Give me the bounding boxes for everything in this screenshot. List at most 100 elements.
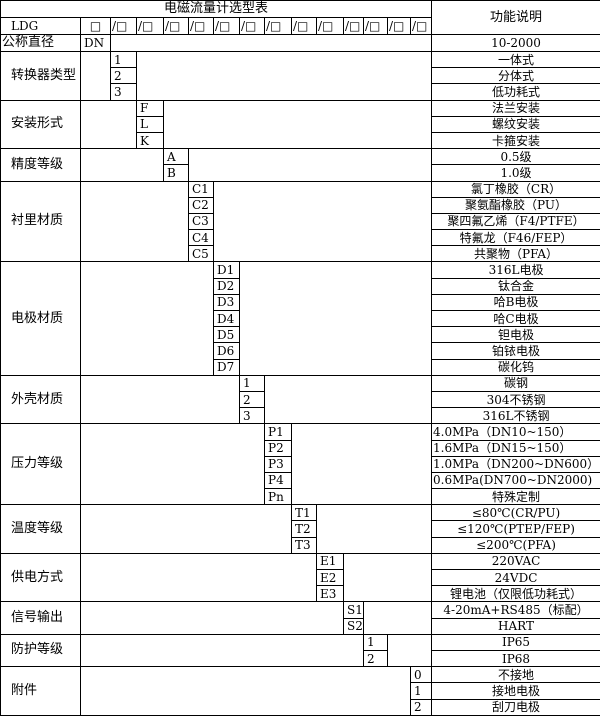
option-function: 1.0MPa（DN200~DN600） — [431, 455, 600, 473]
option-code: 2 — [239, 390, 265, 409]
option-code: T3 — [291, 536, 317, 554]
model-slot: /□ — [188, 17, 214, 35]
option-code: D3 — [213, 293, 240, 312]
option-code: E3 — [316, 585, 344, 603]
option-function: 铂铱电极 — [431, 342, 600, 360]
empty-cell — [80, 504, 292, 554]
option-row: 安装形式 F 法兰安装 — [0, 99, 600, 150]
option-row: 信号输出 S1 4-20mA+RS485（标配） — [0, 601, 600, 635]
model-slot: /□ — [363, 17, 388, 35]
option-row: 精度等级 A 0.5级 — [0, 148, 600, 182]
table-title: 电磁流量计选型表 — [0, 0, 433, 18]
option-code: C1 — [188, 180, 214, 198]
section-label: 安装形式 — [0, 99, 81, 150]
option-row: 3 低功耗式 — [1, 83, 600, 101]
option-row: 压力等级 P1 4.0MPa（DN10~150） — [0, 423, 600, 506]
option-function: 0.5级 — [431, 148, 600, 166]
option-function: 碳钢 — [431, 374, 600, 392]
option-function: 碳化钨 — [431, 358, 600, 376]
empty-cell — [386, 633, 433, 668]
option-code: P3 — [264, 455, 292, 473]
section-label: 电极材质 — [0, 261, 81, 376]
option-function: 低功耗式 — [431, 83, 600, 101]
option-code: 2 — [409, 698, 433, 716]
section-label: 外壳材质 — [0, 374, 81, 425]
empty-cell — [80, 180, 189, 263]
model-slot: /□ — [136, 17, 164, 35]
option-function: 24VDC — [431, 568, 600, 587]
option-row: 转换器类型 1 一体式 — [0, 50, 600, 101]
empty-cell — [80, 423, 265, 506]
option-code: B — [163, 164, 189, 182]
option-code: D2 — [213, 277, 240, 295]
option-code: T2 — [291, 520, 317, 538]
option-row: 电极材质 D1 316L电极 — [0, 261, 600, 376]
option-function: HART — [431, 617, 600, 635]
option-function: 钽电极 — [431, 326, 600, 344]
option-code: E2 — [316, 568, 344, 587]
model-slot: /□ — [264, 17, 292, 35]
option-code: Pn — [264, 488, 292, 506]
option-code: P2 — [264, 439, 292, 457]
empty-cell — [187, 148, 433, 182]
option-function: 1.0级 — [431, 164, 600, 182]
option-row: D6 铂铱电极 — [1, 342, 600, 360]
option-code: T1 — [291, 504, 317, 522]
option-function: 特氟龙（F46/FEP） — [431, 229, 600, 247]
option-code: E1 — [316, 552, 344, 571]
option-code: S2 — [343, 617, 364, 635]
option-row: C2 聚氨酯橡胶（PU） — [1, 196, 600, 214]
section-label: 附件 — [0, 666, 81, 716]
option-row: 2 刮刀电极 — [1, 698, 600, 716]
option-code: P4 — [264, 471, 292, 490]
option-function: 螺纹安装 — [431, 115, 600, 133]
option-function: 特殊定制 — [431, 488, 600, 506]
option-code: 3 — [239, 407, 265, 425]
nominal-label: 公称直径 — [0, 34, 81, 52]
empty-cell — [109, 34, 433, 52]
empty-cell — [80, 148, 164, 182]
option-row: 外壳材质 1 碳钢 — [0, 374, 600, 425]
empty-cell — [80, 666, 411, 716]
empty-cell — [80, 99, 137, 150]
model-box: □ — [80, 17, 111, 35]
option-function: IP65 — [431, 633, 600, 651]
title-row: 电磁流量计选型表 功能说明 — [0, 0, 600, 35]
option-row: S2 HART — [1, 617, 600, 635]
option-row: T3 ≤200℃(PFA) — [1, 536, 600, 554]
option-code: 2 — [110, 67, 137, 85]
empty-cell — [238, 261, 433, 376]
empty-cell — [290, 423, 433, 506]
option-function: 316L不锈钢 — [431, 407, 600, 425]
option-row: K 卡箍安装 — [1, 131, 600, 150]
empty-cell — [342, 552, 433, 603]
empty-cell — [80, 552, 317, 603]
option-function: 氯丁橡胶（CR） — [431, 180, 600, 198]
section-label: 压力等级 — [0, 423, 81, 506]
option-row: 1 接地电极 — [1, 682, 600, 700]
option-row: 供电方式 E1 220VAC — [0, 552, 600, 603]
empty-cell — [80, 374, 240, 425]
model-slot: /□ — [316, 17, 344, 35]
option-function: 分体式 — [431, 67, 600, 85]
option-code: S1 — [343, 601, 364, 619]
option-row: 衬里材质 C1 氯丁橡胶（CR） — [0, 180, 600, 263]
section-label: 衬里材质 — [0, 180, 81, 263]
model-slot: /□ — [213, 17, 240, 35]
option-code: 1 — [363, 633, 388, 651]
nominal-row: 公称直径 DN 10-2000 — [0, 34, 600, 52]
model-slot: /□ — [387, 17, 411, 35]
option-code: L — [136, 115, 164, 133]
option-function: 不接地 — [431, 666, 600, 684]
option-function: 0.6MPa(DN700~DN2000) — [431, 471, 600, 490]
option-function: 共聚物（PFA） — [431, 245, 600, 263]
option-function: ≤120℃(PTEP/FEP) — [431, 520, 600, 538]
section-label: 转换器类型 — [0, 51, 81, 101]
option-row: 温度等级 T1 ≤80℃(CR/PU) — [0, 504, 600, 554]
section-label: 温度等级 — [0, 504, 81, 554]
empty-cell — [135, 51, 433, 101]
option-function: 哈B电极 — [431, 293, 600, 312]
option-code: K — [136, 131, 164, 150]
function-header: 功能说明 — [431, 0, 600, 35]
